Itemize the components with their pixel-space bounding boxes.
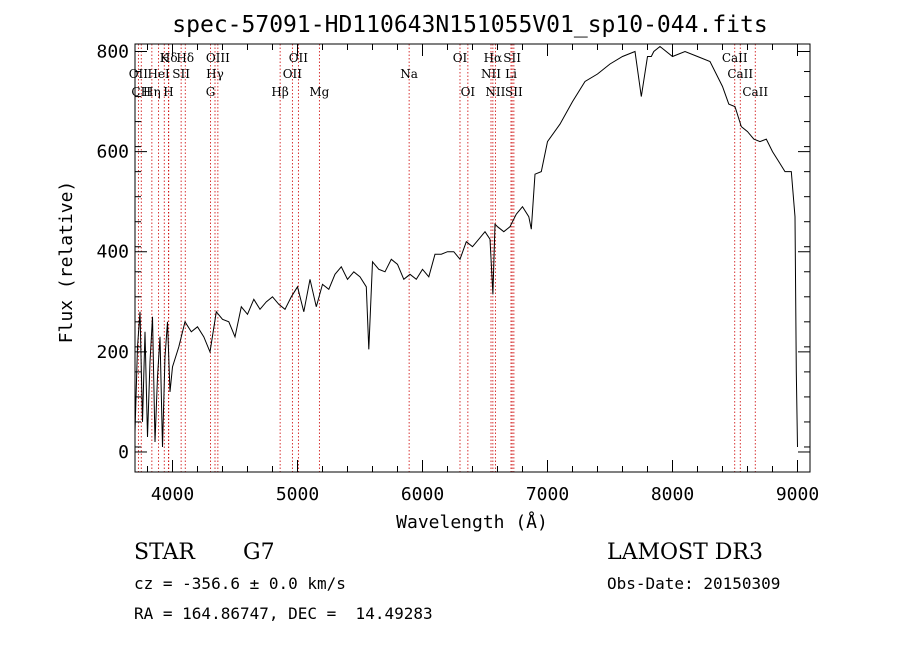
emission-line-markers: [137, 44, 756, 472]
line-label: Hδ: [176, 51, 194, 65]
object-type: STAR: [134, 540, 195, 565]
line-label: Hη: [143, 85, 161, 99]
line-label: CaII: [722, 51, 748, 65]
x-axis-ticks: 4000 5000 6000 7000 8000 9000: [147, 44, 819, 505]
redshift-cz: cz = -356.6 ± 0.0 km/s: [134, 574, 346, 593]
line-label: H: [163, 85, 173, 99]
y-axis-ticks: 0 200 400 600 800: [96, 42, 810, 473]
line-label: Hγ: [206, 67, 224, 81]
x-axis-label: Wavelength (Å): [396, 511, 548, 533]
flux-series-line: [134, 45, 798, 448]
line-label: SII: [505, 85, 523, 99]
line-label: HeI: [147, 67, 170, 81]
y-tick-label: 0: [118, 442, 129, 463]
line-label: Hα: [484, 51, 503, 65]
line-label: Mg: [309, 85, 329, 99]
y-tick-label: 600: [96, 142, 129, 163]
spectrum-chart: spec-57091-HD110643N151055V01_sp10-044.f…: [56, 12, 819, 533]
x-tick-label: 6000: [401, 484, 444, 505]
line-label: CH: [131, 85, 151, 99]
line-label: Li: [505, 67, 517, 81]
line-label: OIII: [206, 51, 230, 65]
line-label: SII: [503, 51, 521, 65]
line-label: NII: [485, 85, 505, 99]
chart-title: spec-57091-HD110643N151055V01_sp10-044.f…: [172, 12, 767, 38]
line-label: Hβ: [271, 85, 288, 99]
line-label: Hδ: [160, 51, 178, 65]
y-axis-label: Flux (relative): [56, 181, 77, 344]
line-label: CaII: [727, 67, 753, 81]
line-label: NII: [481, 67, 501, 81]
line-label: OI: [461, 85, 476, 99]
line-label: Na: [400, 67, 418, 81]
plot-frame: [134, 43, 811, 473]
line-label: G: [206, 85, 216, 99]
line-label: OII: [283, 67, 303, 81]
observation-date: Obs-Date: 20150309: [607, 574, 781, 593]
line-label: OI: [453, 51, 468, 65]
x-tick-label: 7000: [526, 484, 569, 505]
line-label: OII: [289, 51, 309, 65]
y-tick-label: 800: [96, 42, 129, 63]
y-tick-label: 200: [96, 342, 129, 363]
line-label: OII: [129, 67, 149, 81]
x-tick-label: 9000: [776, 484, 819, 505]
line-label: CaII: [742, 85, 768, 99]
x-tick-label: 4000: [151, 484, 194, 505]
y-tick-label: 400: [96, 242, 129, 263]
coordinates: RA = 164.86747, DEC = 14.49283: [134, 604, 433, 623]
line-label: K: [160, 51, 170, 65]
line-label: SII: [172, 67, 190, 81]
spectral-subclass: G7: [243, 540, 275, 565]
x-tick-label: 5000: [276, 484, 319, 505]
survey-name: LAMOST DR3: [607, 540, 763, 565]
x-tick-label: 8000: [651, 484, 694, 505]
